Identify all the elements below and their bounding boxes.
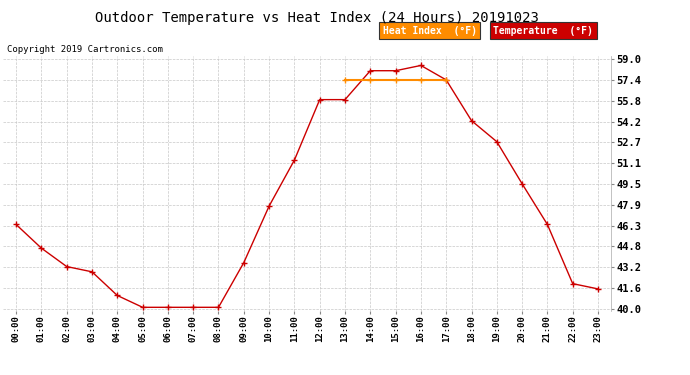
Text: Temperature  (°F): Temperature (°F) <box>493 26 593 36</box>
Text: Heat Index  (°F): Heat Index (°F) <box>383 26 477 36</box>
Text: Copyright 2019 Cartronics.com: Copyright 2019 Cartronics.com <box>7 45 163 54</box>
Text: Outdoor Temperature vs Heat Index (24 Hours) 20191023: Outdoor Temperature vs Heat Index (24 Ho… <box>95 11 540 25</box>
